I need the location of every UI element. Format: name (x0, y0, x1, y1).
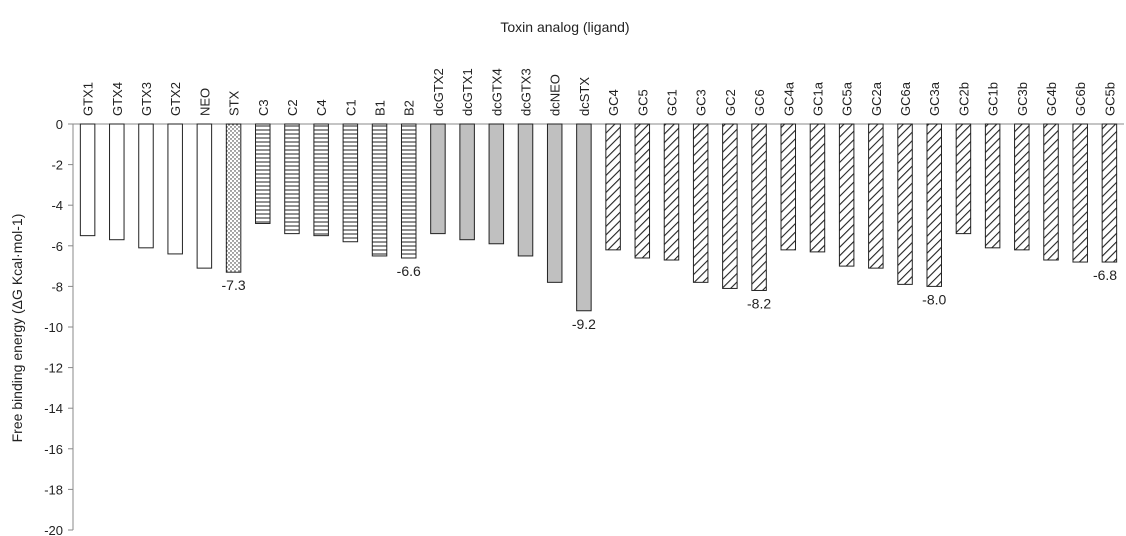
y-tick-label: -20 (44, 523, 63, 536)
category-label: B2 (402, 100, 417, 116)
bar-gc1 (663, 123, 680, 261)
category-label: GC4a (781, 81, 796, 116)
bar-gc3a (926, 123, 942, 287)
category-label: dcGTX3 (519, 68, 534, 116)
category-label: dcSTX (577, 77, 592, 116)
category-label: GC4 (606, 89, 621, 116)
y-tick-label: -4 (51, 198, 63, 213)
bar-dcneo (546, 123, 563, 283)
bar-gc5 (634, 123, 651, 259)
data-label: -7.3 (222, 277, 246, 293)
y-tick-label: -6 (51, 239, 63, 254)
bar-c1 (342, 123, 359, 243)
y-tick-label: 0 (56, 117, 63, 132)
category-labels: GTX1 GTX4 GTX3 GTX2 NEO STX C3 C2 C4 C1 B1 B2 dcGTX2… (81, 68, 1118, 116)
category-label: GC6a (898, 81, 913, 116)
category-label: C4 (314, 99, 329, 116)
y-axis: 0 -2 -4 -6 -8 -10 -12 -14 -16 -18 -20 (44, 117, 1124, 536)
category-label: GC5a (840, 81, 855, 116)
category-label: GC6b (1073, 82, 1088, 116)
bar-b2 (400, 123, 417, 259)
category-label: GC1b (986, 82, 1001, 116)
bar-gc4a (780, 123, 797, 251)
bar-gtx4 (109, 123, 125, 241)
category-label: C2 (285, 99, 300, 116)
data-label: -8.0 (922, 291, 946, 307)
data-label: -6.8 (1093, 267, 1117, 283)
bars-group (79, 123, 1118, 312)
category-label: GTX2 (168, 82, 183, 116)
category-label: dcNEO (548, 74, 563, 116)
bar-dcgtx2 (430, 123, 446, 235)
category-label: dcGTX2 (431, 68, 446, 116)
category-label: GTX1 (81, 82, 96, 116)
category-label: C3 (256, 99, 271, 116)
category-label: GC5b (1102, 82, 1117, 116)
bar-gc5b (1101, 123, 1118, 263)
data-label: -8.2 (747, 295, 771, 311)
bar-gc3b (1014, 123, 1030, 251)
data-labels: -7.3 -6.6 -9.2 -8.2 -8.0 -6.8 (222, 263, 1118, 332)
category-label: GC2 (723, 89, 738, 116)
category-label: dcGTX4 (489, 68, 504, 116)
y-tick-label: -12 (44, 361, 63, 376)
x-axis-title: Toxin analog (ligand) (500, 19, 629, 35)
data-label: -6.6 (397, 263, 421, 279)
bar-gc4 (605, 123, 621, 251)
bar-gc2a (868, 123, 884, 269)
bar-gc3 (692, 123, 709, 283)
category-label: GC3 (694, 89, 709, 116)
category-label: GC1 (664, 89, 679, 116)
bar-gc1b (984, 123, 1001, 249)
y-tick-label: -2 (51, 158, 63, 173)
category-label: dcGTX1 (460, 68, 475, 116)
category-label: GC5 (635, 89, 650, 116)
category-label: GC6 (752, 89, 767, 116)
category-label: C1 (343, 99, 358, 116)
category-label: GC3a (927, 81, 942, 116)
bar-dcgtx1 (459, 123, 475, 241)
bar-gc2b (955, 123, 972, 235)
bar-gc4b (1043, 123, 1059, 261)
y-tick-label: -18 (44, 482, 63, 497)
bar-c3 (255, 123, 271, 224)
bar-gc2 (722, 123, 738, 289)
category-label: GC1a (810, 81, 825, 116)
bar-dcgtx4 (488, 123, 505, 245)
category-label: GC2b (956, 82, 971, 116)
category-label: GC2a (869, 81, 884, 116)
bar-dcgtx3 (517, 123, 534, 257)
y-tick-label: -14 (44, 401, 63, 416)
bar-gc5a (838, 123, 855, 267)
bar-dcstx (576, 123, 592, 312)
data-label: -9.2 (572, 316, 596, 332)
category-label: NEO (197, 88, 212, 116)
bar-neo (196, 123, 213, 269)
category-label: B1 (373, 100, 388, 116)
category-label: STX (227, 90, 242, 116)
category-label: GC3b (1015, 82, 1030, 116)
bar-b1 (371, 123, 388, 257)
y-tick-label: -8 (51, 279, 63, 294)
category-label: GC4b (1044, 82, 1059, 116)
bar-gtx1 (79, 123, 96, 237)
y-tick-label: -16 (44, 442, 63, 457)
category-label: GTX4 (110, 82, 125, 116)
bar-gtx2 (167, 123, 183, 255)
bar-gtx3 (138, 123, 154, 249)
bar-gc6a (897, 123, 913, 285)
bar-gc1a (809, 123, 826, 253)
y-tick-label: -10 (44, 320, 63, 335)
bar-gc6b (1072, 123, 1088, 263)
category-label: GTX3 (139, 82, 154, 116)
bar-gc6 (751, 123, 767, 291)
bar-stx (225, 123, 242, 273)
bar-c4 (313, 123, 329, 237)
bar-c2 (284, 123, 300, 235)
y-axis-title: Free binding energy (ΔG Kcal·mol-1) (9, 214, 25, 443)
